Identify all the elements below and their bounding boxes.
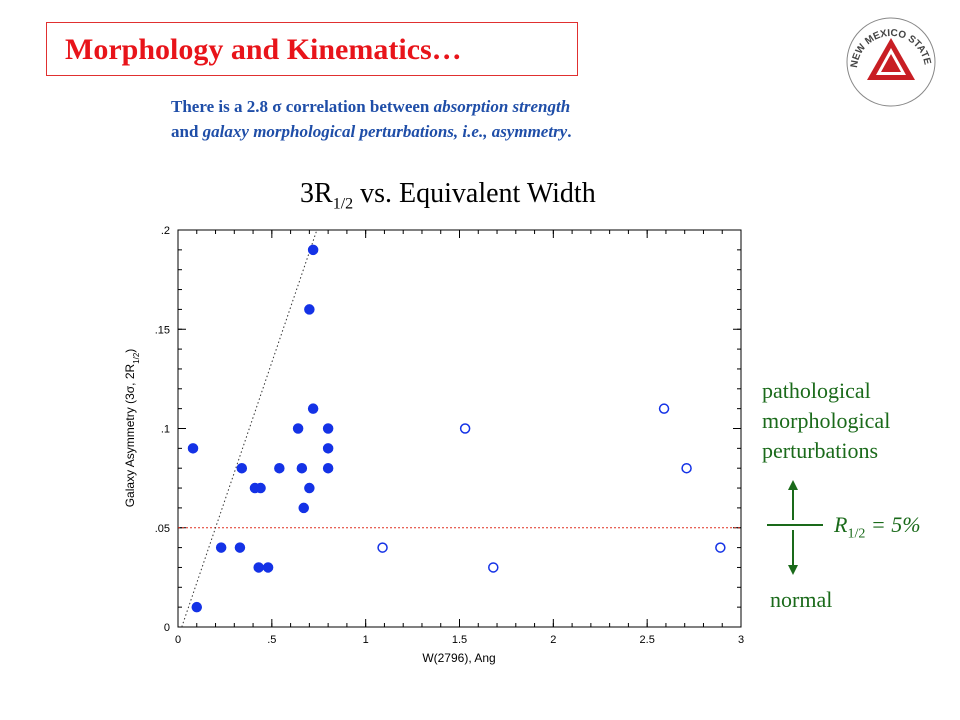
x-tick-label: .5 xyxy=(267,634,276,646)
data-point-filled xyxy=(322,423,334,434)
fit-line xyxy=(181,229,318,628)
data-point-filled xyxy=(253,562,264,573)
data-point-filled xyxy=(298,502,309,514)
annotation-normal: normal xyxy=(770,587,833,612)
data-point-filled xyxy=(255,482,266,494)
data-point-filled xyxy=(274,462,285,474)
subtitle: There is a 2.8 σ correlation between abs… xyxy=(171,97,572,141)
nmsu-logo: NEW MEXICO STATE UNIVERSITY xyxy=(843,14,936,107)
data-point-open xyxy=(681,462,692,474)
y-axis-label: Galaxy Asymmetry (3σ, 2R1/2) xyxy=(123,349,141,508)
y-tick-label: .1 xyxy=(161,424,170,436)
data-point-filled xyxy=(262,562,274,573)
data-point-open xyxy=(459,423,471,434)
slide-title: Morphology and Kinematics… xyxy=(46,22,578,76)
data-point-filled xyxy=(322,443,334,454)
y-tick-label: .05 xyxy=(155,523,170,535)
data-point-filled xyxy=(307,244,319,256)
data-point-filled xyxy=(191,601,203,613)
x-tick-label: 1 xyxy=(363,634,369,646)
data-point-filled xyxy=(292,423,304,434)
data-point-open xyxy=(488,562,499,573)
annotation-threshold: R1/2 = 5% xyxy=(834,512,921,542)
y-tick-label: .15 xyxy=(155,324,170,336)
threshold-arrows xyxy=(767,480,823,575)
data-point-open xyxy=(715,542,726,553)
y-tick-label: 0 xyxy=(164,622,170,634)
data-point-filled xyxy=(215,542,227,553)
x-tick-label: 2.5 xyxy=(640,634,655,646)
data-point-open xyxy=(658,403,670,414)
data-point-filled xyxy=(307,403,319,414)
data-point-filled xyxy=(187,443,199,454)
annotation-pathological: pathological morphological perturbations xyxy=(762,378,891,463)
data-point-filled xyxy=(304,304,315,315)
x-tick-label: 2 xyxy=(550,634,556,646)
data-point-open xyxy=(377,542,388,553)
data-point-filled xyxy=(296,462,308,474)
x-tick-label: 0 xyxy=(175,634,181,646)
x-tick-label: 1.5 xyxy=(452,634,467,646)
data-point-filled xyxy=(236,462,248,474)
data-point-filled xyxy=(304,482,315,494)
chart-title: 3R1/2 vs. Equivalent Width xyxy=(300,178,596,213)
y-tick-label: .2 xyxy=(161,225,170,237)
x-axis-label: W(2796), Ang xyxy=(422,651,495,665)
data-point-filled xyxy=(322,462,334,474)
data-point-filled xyxy=(234,542,246,553)
x-tick-label: 3 xyxy=(738,634,744,646)
